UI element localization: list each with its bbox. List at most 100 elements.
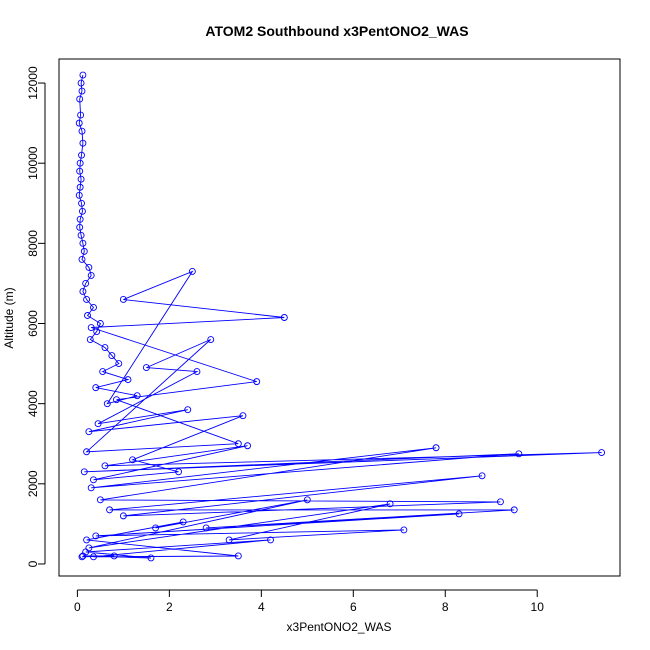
data-point [103, 400, 111, 408]
data-point [124, 376, 132, 384]
y-axis-label: Altitude (m) [2, 287, 16, 348]
data-point [119, 512, 127, 520]
series-path [78, 74, 602, 559]
data-point [77, 231, 85, 239]
data-point [90, 553, 97, 561]
data-point [175, 468, 183, 476]
data-point [96, 496, 104, 504]
data-point [207, 336, 215, 343]
data-point [184, 406, 192, 414]
y-tick-label: 10000 [26, 146, 40, 180]
data-point [90, 476, 97, 484]
data-point [83, 448, 91, 456]
series-line [78, 74, 602, 559]
data-point [76, 159, 84, 167]
data-point [92, 532, 100, 540]
data-point [78, 553, 86, 561]
data-point [75, 191, 83, 199]
y-tick-label: 8000 [26, 230, 40, 257]
data-point [77, 79, 85, 87]
data-point [101, 344, 109, 352]
data-point [234, 440, 242, 448]
data-point [400, 526, 408, 534]
data-point [75, 119, 83, 127]
data-point [478, 472, 486, 480]
y-tick-label: 6000 [26, 310, 40, 337]
data-point [96, 320, 104, 327]
data-point [225, 536, 233, 544]
y-axis: 0 2000 4000 6000 8000 10000 12000 [26, 66, 46, 567]
x-tick-label: 10 [531, 600, 545, 614]
data-point [94, 420, 102, 428]
data-point [432, 444, 440, 452]
data-point [76, 95, 84, 103]
data-point [82, 279, 90, 287]
data-point [76, 183, 84, 191]
data-point [87, 324, 95, 331]
data-point [515, 450, 523, 458]
data-point [84, 312, 91, 319]
data-point [179, 518, 187, 526]
data-point [86, 336, 94, 343]
data-point [92, 384, 100, 392]
plot-frame [58, 58, 621, 577]
data-point [239, 412, 247, 420]
data-point [496, 498, 504, 506]
data-point [108, 352, 116, 360]
data-point [234, 552, 242, 560]
data-point [79, 239, 87, 247]
data-point [202, 524, 210, 532]
data-point [101, 462, 109, 470]
data-point [133, 392, 141, 400]
x-axis-label: x3PentONO2_WAS [287, 620, 392, 634]
data-point [78, 255, 86, 263]
data-point [79, 552, 87, 560]
data-point [80, 468, 88, 476]
data-point [188, 267, 196, 275]
data-point [83, 296, 91, 303]
data-point [85, 263, 93, 271]
data-point [119, 296, 127, 303]
data-point [303, 496, 311, 504]
data-point [106, 506, 114, 514]
data-point [129, 456, 137, 464]
y-tick-label: 4000 [26, 390, 40, 417]
data-point [386, 500, 394, 508]
data-point [79, 287, 87, 295]
data-point [78, 127, 86, 135]
y-tick-label: 12000 [26, 66, 40, 100]
data-point [76, 215, 84, 223]
data-point [280, 314, 288, 321]
data-point [142, 364, 150, 372]
data-point [455, 510, 463, 518]
data-point [244, 442, 251, 450]
data-point [93, 328, 101, 335]
data-point [76, 167, 84, 175]
data-point [85, 428, 93, 436]
data-point [77, 111, 85, 119]
data-point [79, 207, 86, 215]
chart-title: ATOM2 Southbound x3PentONO2_WAS [205, 23, 468, 39]
data-point [147, 554, 155, 562]
x-tick-label: 4 [258, 600, 265, 614]
data-point [87, 484, 95, 492]
data-point [76, 223, 84, 231]
data-point [193, 368, 201, 376]
x-tick-label: 2 [166, 600, 173, 614]
series-points [75, 71, 606, 562]
data-point [78, 199, 85, 207]
data-point [598, 449, 606, 457]
data-point [113, 396, 120, 404]
data-point [110, 552, 118, 560]
x-tick-label: 0 [74, 600, 81, 614]
data-point [99, 368, 107, 376]
data-point [80, 247, 88, 255]
data-point [78, 151, 85, 159]
data-point [90, 304, 97, 311]
data-point [79, 71, 87, 79]
x-tick-label: 6 [350, 600, 357, 614]
x-tick-label: 8 [442, 600, 449, 614]
data-point [152, 524, 160, 532]
y-tick-label: 0 [26, 560, 40, 567]
